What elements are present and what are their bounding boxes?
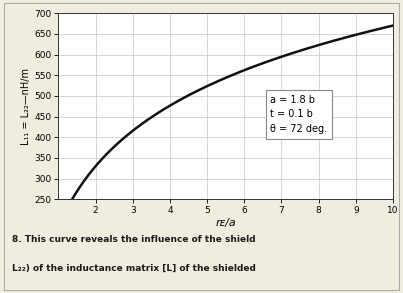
X-axis label: rᴇ/a: rᴇ/a: [215, 218, 236, 228]
Y-axis label: L₁₁ = L₂₂—nH/m: L₁₁ = L₂₂—nH/m: [21, 68, 31, 145]
Text: a = 1.8 b
t = 0.1 b
θ = 72 deg.: a = 1.8 b t = 0.1 b θ = 72 deg.: [270, 95, 327, 134]
Text: 8. This curve reveals the influence of the shield: 8. This curve reveals the influence of t…: [12, 235, 256, 244]
Text: L₂₂) of the inductance matrix [L] of the shielded: L₂₂) of the inductance matrix [L] of the…: [12, 264, 256, 273]
